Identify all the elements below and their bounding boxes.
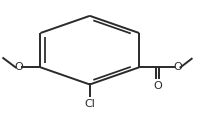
- Text: Cl: Cl: [84, 99, 95, 109]
- Text: O: O: [14, 62, 23, 72]
- Text: O: O: [173, 62, 182, 72]
- Text: O: O: [153, 81, 162, 91]
